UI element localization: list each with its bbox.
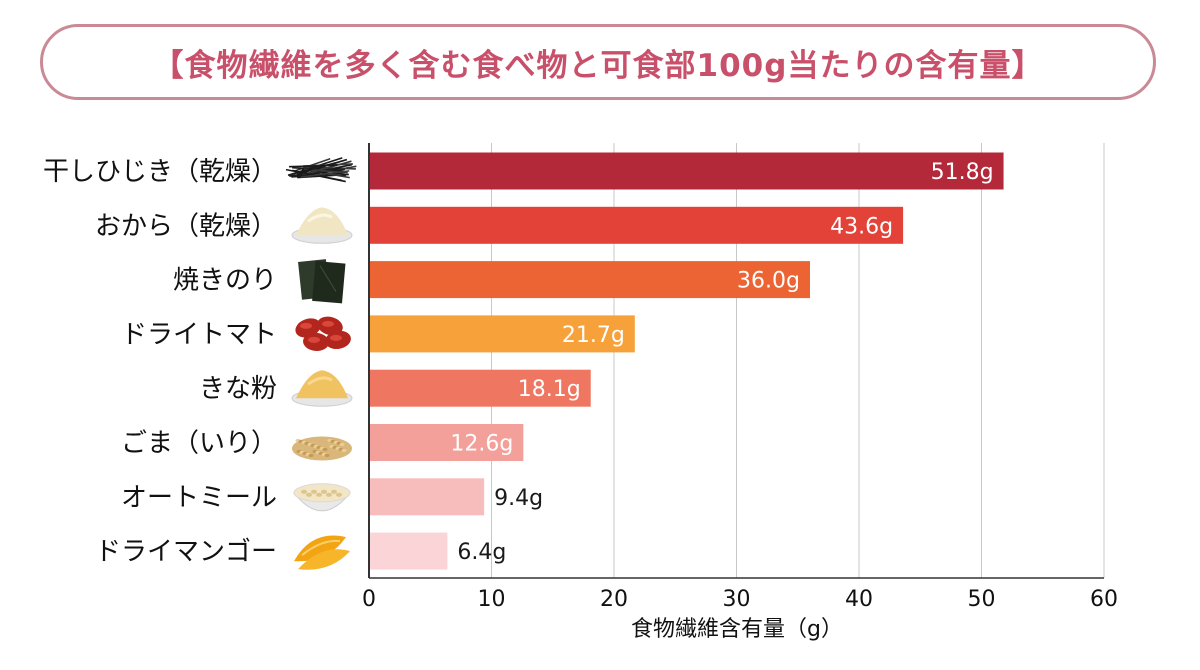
bar [370,424,524,461]
bar [370,152,1004,190]
category-label: きな粉 [199,374,277,404]
x-tick-label: 20 [600,587,628,612]
nori-icon [298,259,346,304]
value-label: 43.6g [830,214,893,239]
value-label: 36.0g [737,269,800,294]
category-label: ドライマンゴー [95,537,277,567]
hijiki-icon [285,157,357,183]
chart-title: 【食物繊維を多く含む食べ物と可食部100g当たりの含有量】 [152,47,1044,84]
value-label: 21.7g [562,323,625,348]
x-tick-label: 40 [845,587,873,612]
category-label: 焼きのり [173,266,277,296]
value-label: 18.1g [518,377,581,402]
category-label: ドライトマト [121,320,277,350]
x-tick-label: 60 [1090,587,1118,612]
okara-icon [291,207,353,244]
dried-tomato-icon [295,316,351,351]
value-label: 12.6g [450,432,513,457]
kinako-icon [291,370,353,407]
bar [370,532,448,570]
title-banner: 【食物繊維を多く含む食べ物と可食部100g当たりの含有量】 [40,24,1156,100]
bar [370,261,810,299]
bar [370,369,591,407]
dried-mango-icon [294,535,350,570]
value-label: 6.4g [457,540,506,565]
category-label: オートミール [121,483,277,513]
bar [370,206,904,244]
bar [370,315,635,353]
x-tick-label: 10 [478,587,506,612]
category-label: おから（乾燥） [95,211,277,241]
value-label: 9.4g [494,486,543,511]
value-label: 51.8g [931,160,994,185]
sesame-icon [292,436,352,461]
x-axis-label: 食物繊維含有量（g） [631,617,843,642]
bar [370,478,485,516]
x-tick-label: 30 [723,587,751,612]
category-label: ごま（いり） [121,429,277,459]
x-tick-label: 0 [362,587,376,612]
oatmeal-icon [292,483,352,512]
category-label: 干しひじき（乾燥） [43,157,277,187]
x-tick-label: 50 [968,587,996,612]
